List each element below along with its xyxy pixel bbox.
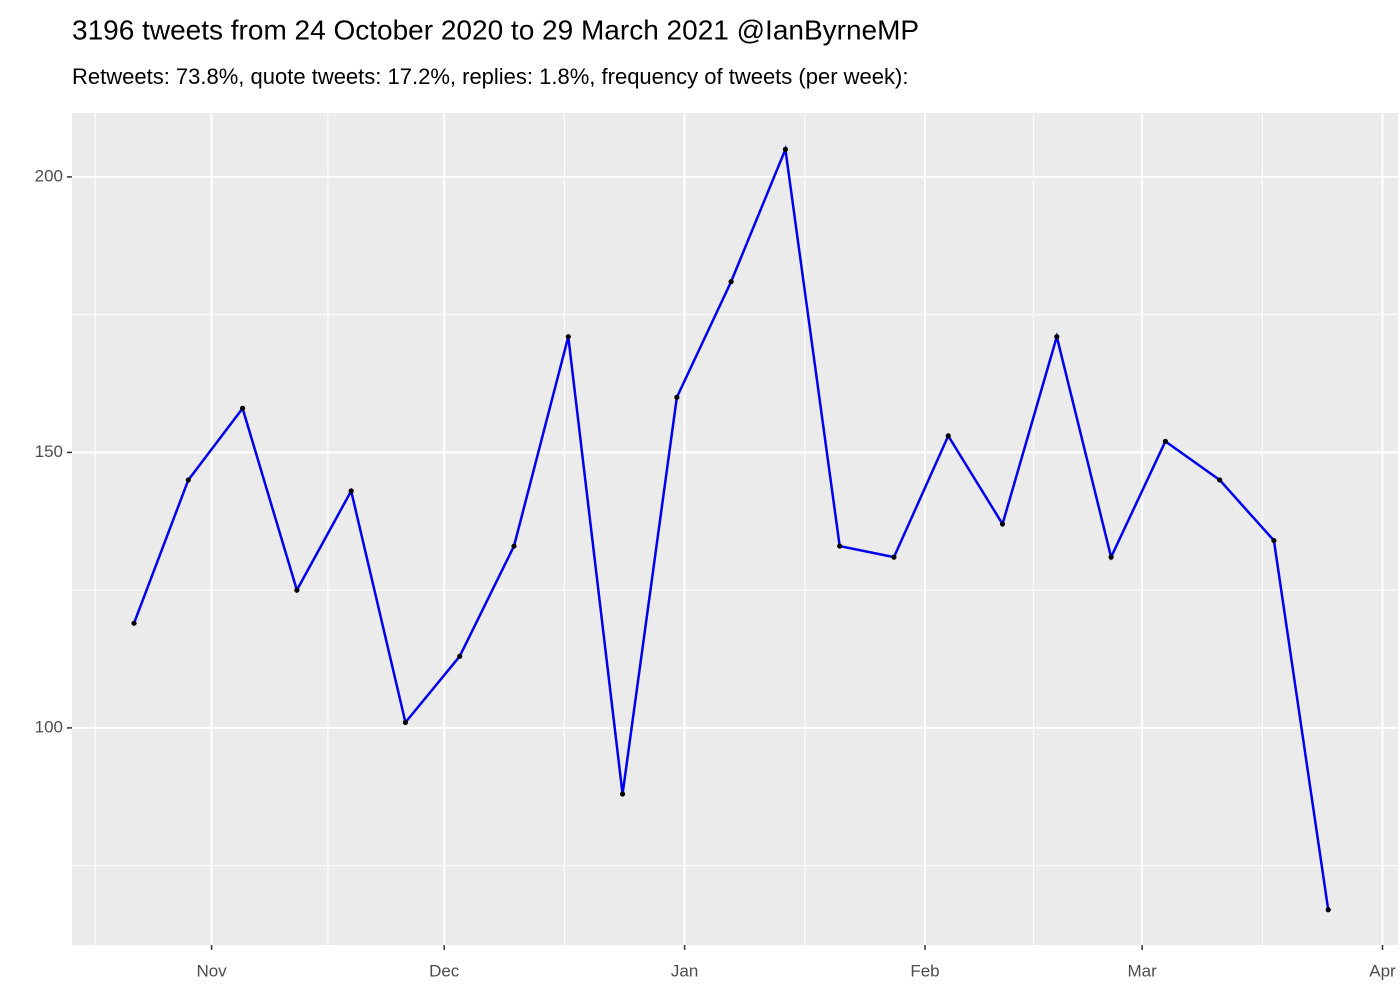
data-point: [185, 477, 191, 483]
data-point: [402, 719, 409, 725]
x-tick-label: Feb: [910, 961, 939, 980]
data-point: [1162, 438, 1168, 444]
data-point: [1325, 907, 1331, 913]
x-tick-label: Apr: [1369, 961, 1396, 980]
data-point: [511, 543, 517, 549]
data-point: [294, 587, 300, 593]
data-point: [674, 394, 680, 400]
data-point: [999, 521, 1006, 527]
plot-panel: [72, 113, 1398, 945]
data-point: [837, 543, 843, 549]
data-point: [891, 554, 897, 560]
x-tick-label: Nov: [196, 961, 227, 980]
x-tick-label: Mar: [1127, 961, 1157, 980]
data-point: [1108, 554, 1114, 560]
data-point: [239, 405, 246, 411]
x-tick-label: Dec: [429, 961, 460, 980]
data-point: [131, 620, 137, 626]
y-tick-label: 150: [35, 442, 63, 461]
data-point: [565, 334, 571, 340]
chart-title: 3196 tweets from 24 October 2020 to 29 M…: [72, 14, 919, 45]
chart-subtitle: Retweets: 73.8%, quote tweets: 17.2%, re…: [72, 64, 908, 89]
y-tick-label: 200: [35, 166, 63, 185]
data-point: [457, 653, 463, 659]
y-tick-label: 100: [35, 717, 63, 736]
data-point: [1054, 334, 1060, 340]
data-point: [1271, 537, 1277, 544]
data-point: [728, 279, 734, 285]
data-point: [619, 791, 626, 797]
data-point: [782, 146, 789, 152]
data-point: [348, 488, 354, 494]
data-point: [945, 433, 951, 439]
data-point: [1217, 477, 1223, 483]
x-tick-label: Jan: [671, 961, 698, 980]
